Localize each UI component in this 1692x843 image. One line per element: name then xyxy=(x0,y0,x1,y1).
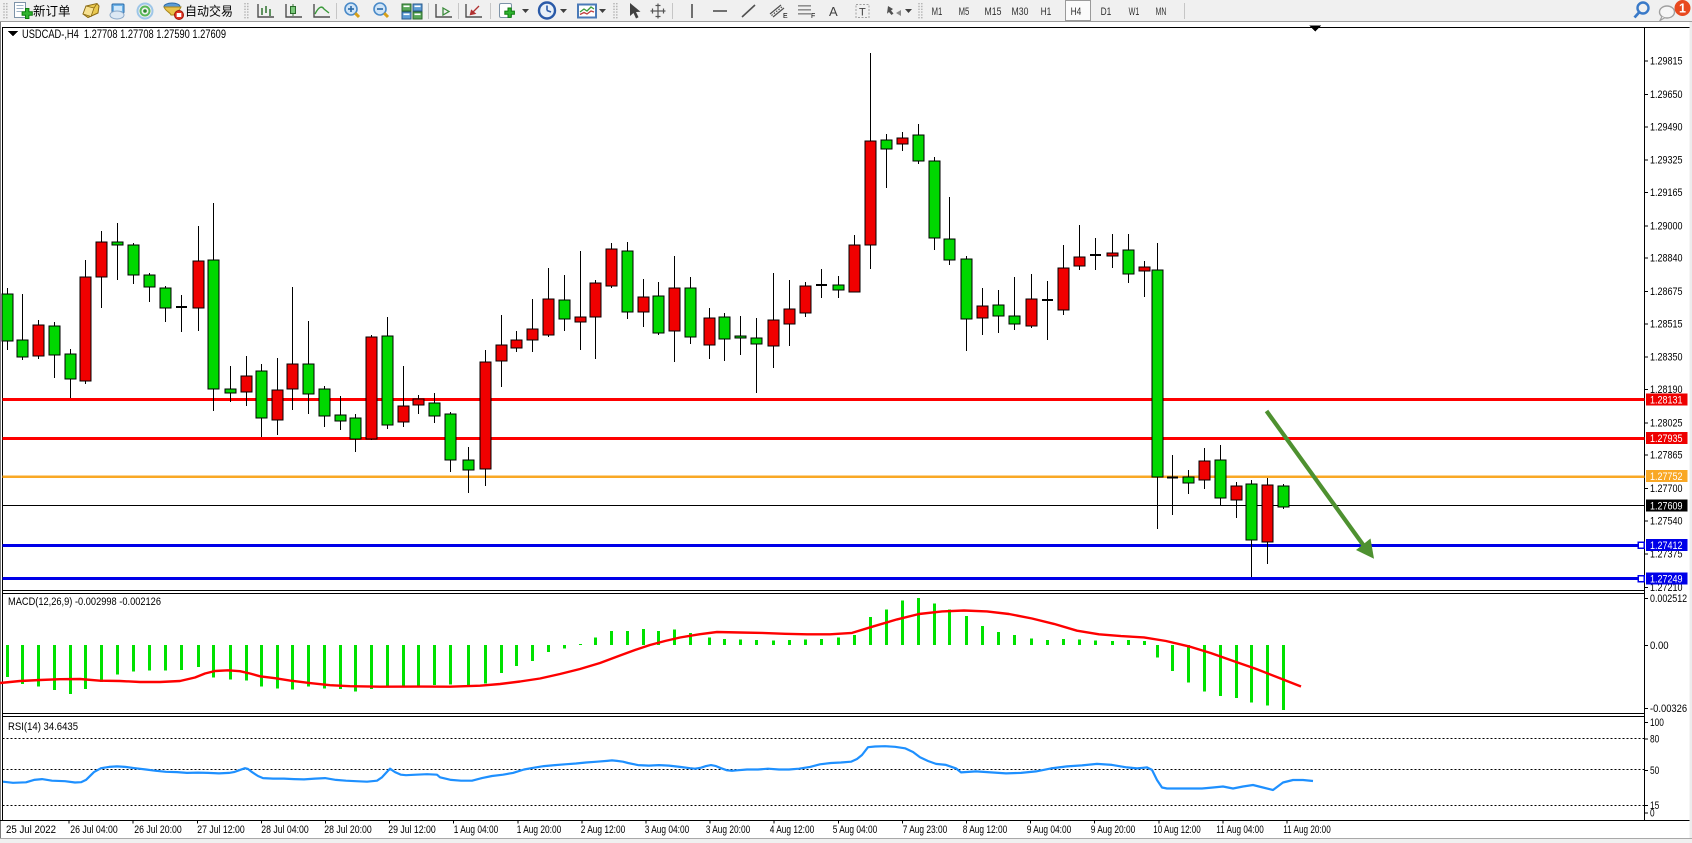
svg-text:26 Jul 04:00: 26 Jul 04:00 xyxy=(70,824,118,836)
svg-text:1.27412: 1.27412 xyxy=(1650,540,1683,552)
svg-text:28 Jul 20:00: 28 Jul 20:00 xyxy=(324,824,372,836)
svg-text:9 Aug 20:00: 9 Aug 20:00 xyxy=(1091,824,1136,836)
svg-text:26 Jul 20:00: 26 Jul 20:00 xyxy=(134,824,182,836)
svg-text:3 Aug 20:00: 3 Aug 20:00 xyxy=(706,824,751,836)
svg-text:1.27540: 1.27540 xyxy=(1650,515,1683,527)
svg-text:H1: H1 xyxy=(1041,6,1052,18)
svg-text:9 Aug 04:00: 9 Aug 04:00 xyxy=(1027,824,1072,836)
svg-text:1 Aug 20:00: 1 Aug 20:00 xyxy=(517,824,562,836)
svg-text:11 Aug 20:00: 11 Aug 20:00 xyxy=(1283,824,1331,836)
svg-text:1.27609: 1.27609 xyxy=(1650,501,1683,513)
svg-text:50: 50 xyxy=(1650,765,1659,777)
svg-text:4 Aug 12:00: 4 Aug 12:00 xyxy=(770,824,815,836)
svg-text:1.27249: 1.27249 xyxy=(1650,574,1683,586)
svg-text:11 Aug 04:00: 11 Aug 04:00 xyxy=(1216,824,1264,836)
svg-text:15: 15 xyxy=(1650,800,1659,812)
svg-text:1.27700: 1.27700 xyxy=(1650,483,1683,495)
svg-text:1.28515: 1.28515 xyxy=(1650,318,1683,330)
svg-text:27 Jul 12:00: 27 Jul 12:00 xyxy=(197,824,245,836)
svg-text:自动交易: 自动交易 xyxy=(185,4,233,19)
svg-text:1.27375: 1.27375 xyxy=(1650,549,1683,561)
svg-text:10 Aug 12:00: 10 Aug 12:00 xyxy=(1153,824,1201,836)
svg-text:F: F xyxy=(811,13,815,20)
svg-text:7 Aug 23:00: 7 Aug 23:00 xyxy=(903,824,948,836)
svg-text:1.28675: 1.28675 xyxy=(1650,286,1683,298)
svg-text:0: 0 xyxy=(1650,808,1655,820)
svg-text:1.27865: 1.27865 xyxy=(1650,450,1683,462)
svg-text:25 Jul 2022: 25 Jul 2022 xyxy=(6,824,56,836)
svg-text:3 Aug 04:00: 3 Aug 04:00 xyxy=(645,824,690,836)
svg-text:0.002512: 0.002512 xyxy=(1650,593,1687,605)
svg-text:M5: M5 xyxy=(959,6,970,18)
svg-text:29 Jul 12:00: 29 Jul 12:00 xyxy=(388,824,436,836)
svg-text:MACD(12,26,9) -0.002998 -0.002: MACD(12,26,9) -0.002998 -0.002126 xyxy=(8,596,161,608)
svg-text:1.28350: 1.28350 xyxy=(1650,352,1683,364)
svg-text:1.27210: 1.27210 xyxy=(1650,582,1683,594)
svg-text:MN: MN xyxy=(1156,6,1167,18)
svg-text:E: E xyxy=(783,13,788,20)
svg-text:D1: D1 xyxy=(1101,6,1112,18)
svg-text:RSI(14) 34.6435: RSI(14) 34.6435 xyxy=(8,721,78,733)
svg-text:1.29325: 1.29325 xyxy=(1650,155,1683,167)
svg-text:1.28025: 1.28025 xyxy=(1650,417,1683,429)
svg-text:100: 100 xyxy=(1650,717,1664,729)
svg-text:1: 1 xyxy=(1679,2,1686,16)
svg-text:1.29000: 1.29000 xyxy=(1650,220,1683,232)
svg-text:1.29490: 1.29490 xyxy=(1650,121,1683,133)
svg-text:1.29650: 1.29650 xyxy=(1650,89,1683,101)
svg-text:1.29815: 1.29815 xyxy=(1650,56,1683,68)
svg-text:0.00: 0.00 xyxy=(1650,640,1669,652)
svg-text:80: 80 xyxy=(1650,734,1659,746)
svg-text:-0.00326: -0.00326 xyxy=(1650,703,1687,715)
svg-text:M15: M15 xyxy=(985,6,1002,18)
svg-text:1 Aug 04:00: 1 Aug 04:00 xyxy=(454,824,499,836)
svg-text:M1: M1 xyxy=(932,6,943,18)
svg-text:1.28840: 1.28840 xyxy=(1650,253,1683,265)
svg-text:1.27752: 1.27752 xyxy=(1650,471,1683,483)
svg-text:H4: H4 xyxy=(1071,6,1082,18)
svg-text:1.29165: 1.29165 xyxy=(1650,187,1683,199)
svg-text:8 Aug 12:00: 8 Aug 12:00 xyxy=(963,824,1008,836)
svg-text:1.28190: 1.28190 xyxy=(1650,384,1683,396)
svg-text:USDCAD-,H4 1.27708 1.27708 1.: USDCAD-,H4 1.27708 1.27708 1.27590 1.276… xyxy=(22,27,226,41)
svg-text:T: T xyxy=(859,7,866,19)
svg-text:28 Jul 04:00: 28 Jul 04:00 xyxy=(261,824,309,836)
svg-text:M30: M30 xyxy=(1012,6,1029,18)
svg-text:A: A xyxy=(829,4,838,19)
svg-text:5 Aug 04:00: 5 Aug 04:00 xyxy=(833,824,878,836)
svg-text:W1: W1 xyxy=(1129,6,1140,18)
svg-text:1.28131: 1.28131 xyxy=(1650,394,1683,406)
svg-text:2 Aug 12:00: 2 Aug 12:00 xyxy=(581,824,626,836)
svg-text:新订单: 新订单 xyxy=(33,4,71,19)
svg-text:1.27935: 1.27935 xyxy=(1650,433,1683,445)
